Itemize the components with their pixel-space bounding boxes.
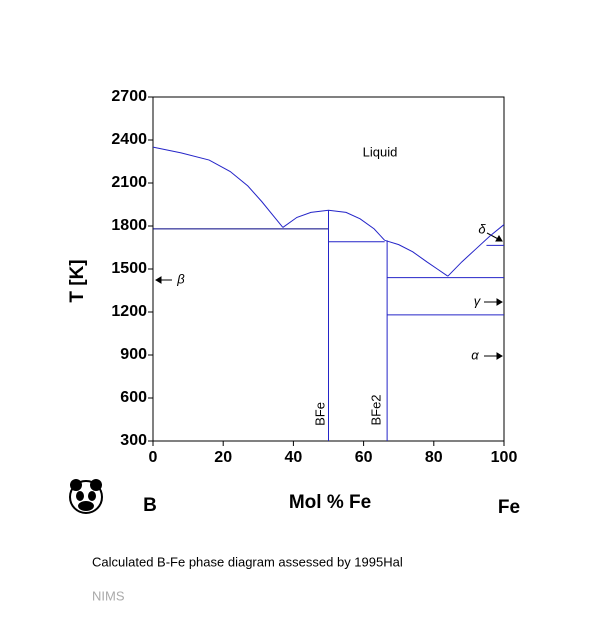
y-tick-label: 2700 (111, 88, 147, 105)
annotation: BFe (312, 402, 327, 426)
annotation: B (143, 495, 157, 516)
y-tick-label: 900 (120, 346, 147, 363)
y-tick-label: 2400 (111, 131, 147, 148)
phase-line (384, 239, 449, 277)
phase-line (152, 146, 284, 228)
y-tick-label: 1200 (111, 303, 147, 320)
x-tick-label: 80 (425, 449, 443, 466)
annotation: δ (478, 221, 486, 236)
annotation: γ (474, 293, 482, 308)
phase-line (282, 209, 386, 241)
annotation: α (471, 347, 479, 362)
annotation: β (176, 271, 185, 286)
phase-line (447, 224, 505, 277)
y-axis-label: T [K] (67, 259, 88, 302)
x-tick-label: 20 (214, 449, 232, 466)
annotation: Liquid (363, 144, 398, 159)
y-tick-label: 300 (120, 432, 147, 449)
arrows (155, 232, 503, 360)
x-tick-label: 100 (491, 449, 518, 466)
x-tick-label: 60 (355, 449, 373, 466)
x-tick-label: 0 (149, 449, 158, 466)
y-tick-label: 1500 (111, 260, 147, 277)
y-tick-label: 2100 (111, 174, 147, 191)
source: NIMS (92, 588, 125, 603)
panda-icon (69, 479, 103, 514)
caption: Calculated B-Fe phase diagram assessed b… (92, 554, 403, 569)
annotation: Fe (498, 497, 520, 518)
y-tick-label: 600 (120, 389, 147, 406)
x-axis-label: Mol % Fe (289, 492, 371, 513)
annotation: BFe2 (368, 394, 383, 425)
x-tick-label: 40 (285, 449, 303, 466)
y-tick-label: 1800 (111, 217, 147, 234)
